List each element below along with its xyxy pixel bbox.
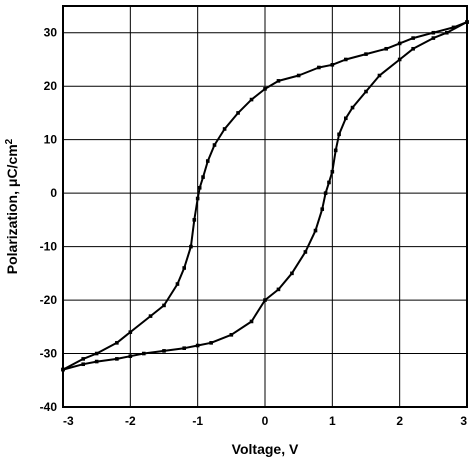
data-series xyxy=(61,20,469,372)
data-point xyxy=(397,41,402,46)
data-point xyxy=(249,319,254,324)
data-point xyxy=(303,250,308,254)
data-point xyxy=(330,169,335,174)
x-tick-label: -1 xyxy=(192,414,203,428)
data-point xyxy=(182,346,186,350)
data-point xyxy=(94,359,99,364)
data-point xyxy=(128,330,133,334)
data-point xyxy=(212,143,217,147)
data-point xyxy=(377,73,382,78)
data-point xyxy=(128,354,133,359)
data-point xyxy=(148,314,153,318)
x-tick-label: -3 xyxy=(63,414,74,428)
plot-frame xyxy=(62,5,468,408)
series-line-ascending xyxy=(62,21,468,371)
y-tick-label: 0 xyxy=(50,186,57,200)
data-point xyxy=(327,180,331,185)
data-point xyxy=(323,191,328,195)
data-point xyxy=(313,228,318,233)
data-point xyxy=(222,127,227,131)
data-point xyxy=(81,362,85,367)
y-axis-title: Polarization, μC/cm2 xyxy=(4,138,21,274)
data-point xyxy=(81,357,85,361)
data-point xyxy=(276,287,281,292)
data-point xyxy=(290,271,294,276)
data-point xyxy=(263,87,267,91)
data-point xyxy=(333,148,338,153)
y-tick-label: 30 xyxy=(44,26,58,40)
data-point xyxy=(115,341,119,345)
data-point xyxy=(296,73,301,78)
data-point xyxy=(364,52,368,56)
data-point xyxy=(94,351,99,356)
data-point xyxy=(209,341,213,345)
data-point xyxy=(197,185,202,190)
data-point xyxy=(344,57,348,62)
data-point xyxy=(337,132,341,137)
x-axis-title: Voltage, V xyxy=(232,441,299,457)
data-point xyxy=(411,36,415,40)
data-point xyxy=(320,207,325,211)
data-point xyxy=(330,63,335,67)
data-point xyxy=(350,105,355,110)
data-point xyxy=(195,343,200,348)
y-tick-label: -40 xyxy=(40,400,58,414)
data-point xyxy=(195,196,200,201)
data-point xyxy=(451,25,456,30)
data-point xyxy=(317,65,321,70)
data-point xyxy=(411,46,415,51)
data-point xyxy=(397,57,402,62)
x-tick-label: -2 xyxy=(125,414,136,428)
data-point xyxy=(364,89,368,94)
x-tick-label: 0 xyxy=(262,414,269,428)
data-point xyxy=(445,30,449,35)
x-tick-label: 2 xyxy=(396,414,403,428)
data-point xyxy=(344,116,348,121)
data-point xyxy=(229,333,234,337)
grid-lines xyxy=(63,6,467,407)
data-point xyxy=(431,36,436,40)
data-point xyxy=(175,282,180,286)
data-point xyxy=(162,349,166,353)
data-point xyxy=(201,175,205,179)
series-line-descending xyxy=(62,21,468,371)
y-tick-label: 10 xyxy=(44,133,58,147)
data-point xyxy=(276,79,281,83)
data-point xyxy=(189,244,193,249)
data-point xyxy=(182,266,186,270)
y-tick-label: -20 xyxy=(40,293,58,307)
data-point xyxy=(142,351,146,356)
y-tick-label: -10 xyxy=(40,240,58,254)
data-point xyxy=(205,159,210,163)
data-point xyxy=(115,357,119,361)
data-point xyxy=(431,30,436,35)
x-tick-label: 3 xyxy=(460,414,467,428)
data-point xyxy=(249,97,254,102)
data-point xyxy=(236,111,240,115)
data-point xyxy=(263,298,267,302)
x-tick-label: 1 xyxy=(329,414,336,428)
y-tick-label: -30 xyxy=(40,347,58,361)
data-point xyxy=(384,46,388,51)
data-point xyxy=(162,303,166,308)
y-tick-label: 20 xyxy=(44,79,58,93)
data-point xyxy=(192,218,197,222)
